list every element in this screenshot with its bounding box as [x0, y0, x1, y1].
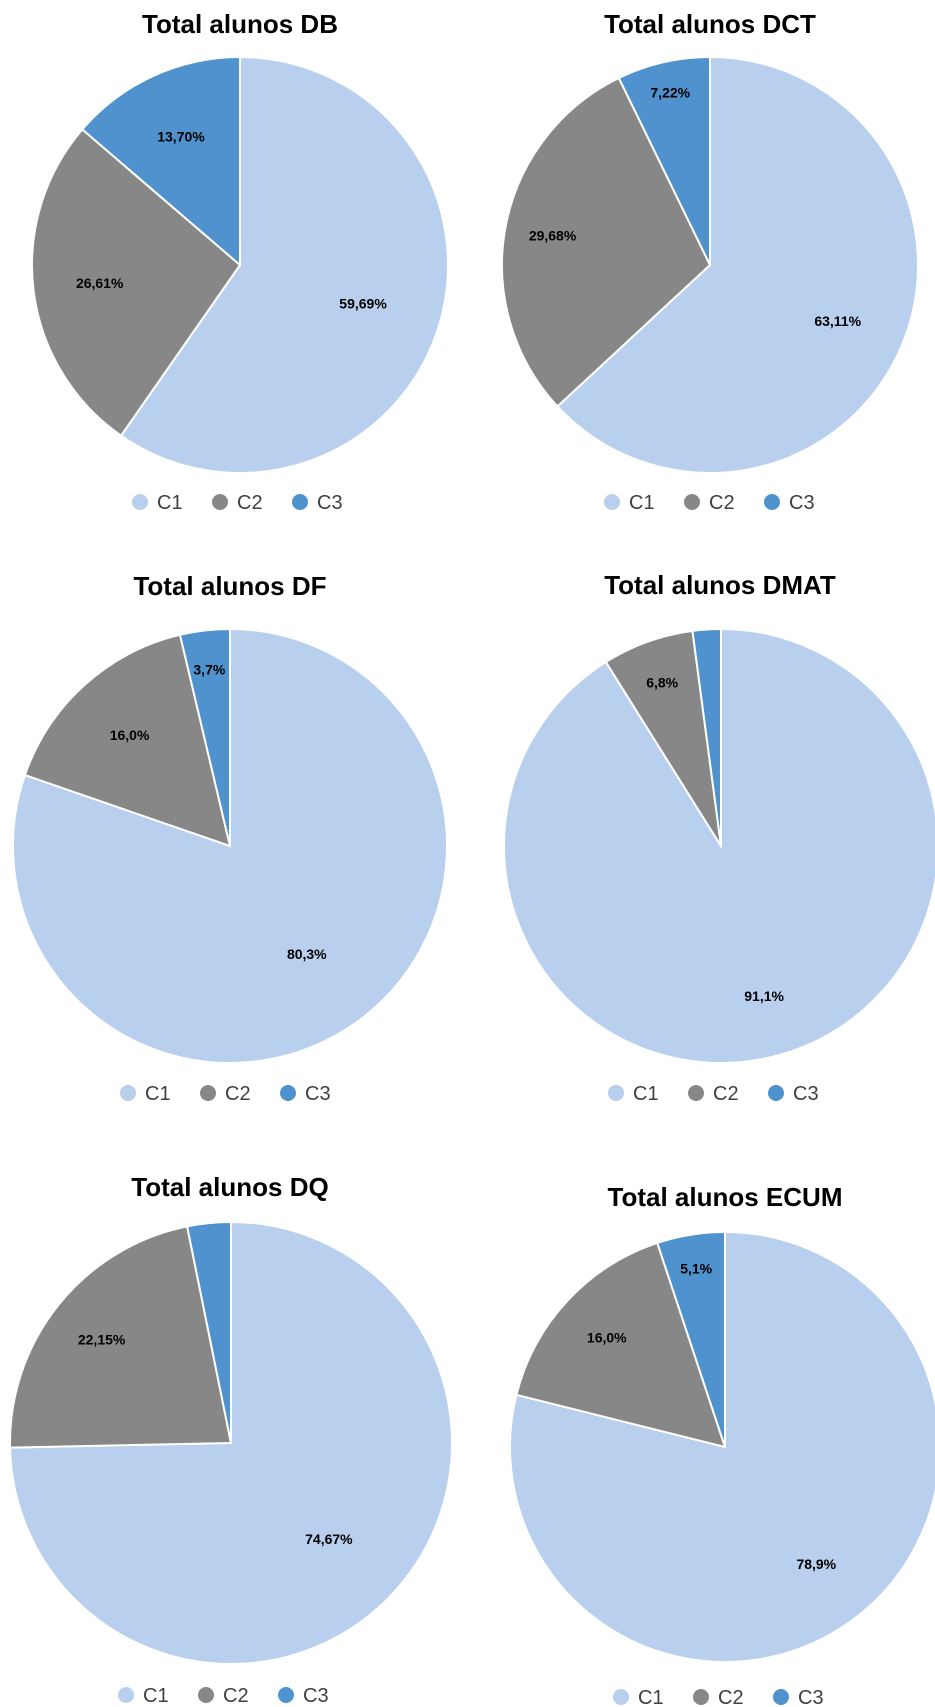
pie-slice-c3: [80, 55, 241, 268]
data-label-c2: 16,0%: [587, 1329, 627, 1345]
legend: C1 C2 C3: [613, 1687, 824, 1707]
legend-marker-c3: [764, 494, 780, 510]
data-label-c1: 78,9%: [796, 1556, 836, 1572]
chart-title: Total alunos DB: [142, 9, 338, 39]
legend-label-c3: C3: [305, 1083, 331, 1105]
legend-label-c1: C1: [629, 492, 655, 514]
legend-marker-c1: [613, 1689, 629, 1705]
pie-slice-c1: [119, 55, 449, 474]
pie-chart-dct: Total alunos DCT 63,11% 29,68% 7,22% C1 C2 C3: [501, 9, 919, 514]
legend-marker-c3: [280, 1085, 296, 1101]
legend: C1 C2 C3: [604, 492, 815, 514]
legend-marker-c3: [278, 1687, 294, 1703]
pie-panel-dmat: Total alunos DMAT 91,1% 6,8% C1 C2 C3: [465, 565, 935, 1115]
pie-panel-ecum: Total alunos ECUM 78,9% 16,0% 5,1% C1 C2 C3: [465, 1155, 935, 1707]
pie-slice-c3: [185, 1220, 232, 1444]
data-label-c1: 59,69%: [339, 296, 387, 312]
data-label-c3: 13,70%: [157, 128, 205, 144]
pie-panel-dct: Total alunos DCT 63,11% 29,68% 7,22% C1 C2 C3: [470, 0, 935, 530]
chart-title: Total alunos DF: [133, 571, 326, 601]
chart-title: Total alunos DQ: [131, 1172, 328, 1202]
pie-slice-c3: [656, 1230, 726, 1448]
pie-panel-df: Total alunos DF 80,3% 16,0% 3,7% C1 C2 C3: [0, 565, 465, 1115]
pie-slice-c3: [178, 627, 231, 847]
legend-label-c1: C1: [638, 1687, 664, 1707]
chart-title: Total alunos ECUM: [608, 1182, 843, 1212]
legend: C1 C2 C3: [118, 1685, 329, 1707]
legend-marker-c2: [198, 1687, 214, 1703]
legend-marker-c3: [768, 1085, 784, 1101]
legend-label-c1: C1: [157, 492, 183, 514]
legend-marker-c2: [688, 1085, 704, 1101]
legend-label-c2: C2: [237, 492, 263, 514]
data-label-c2: 22,15%: [78, 1331, 126, 1347]
data-label-c2: 29,68%: [529, 228, 577, 244]
pie-panel-dq: Total alunos DQ 74,67% 22,15% C1 C2 C3: [0, 1155, 465, 1707]
pie-slice-c3: [691, 627, 722, 847]
legend-marker-c2: [212, 494, 228, 510]
chart-title: Total alunos DCT: [604, 9, 816, 39]
legend-label-c1: C1: [633, 1083, 659, 1105]
legend-marker-c3: [773, 1689, 789, 1705]
legend: C1 C2 C3: [120, 1083, 331, 1105]
pie-slice-c1: [503, 627, 935, 1064]
legend-label-c3: C3: [303, 1685, 329, 1707]
data-label-c2: 16,0%: [110, 727, 150, 743]
legend-label-c2: C2: [225, 1083, 251, 1105]
legend-label-c2: C2: [709, 492, 735, 514]
pie-slice-c2: [9, 1225, 233, 1449]
legend-marker-c1: [608, 1085, 624, 1101]
pie-chart-df: Total alunos DF 80,3% 16,0% 3,7% C1 C2 C3: [12, 571, 448, 1105]
data-label-c3: 3,7%: [193, 661, 225, 677]
legend-label-c3: C3: [789, 492, 815, 514]
pie-chart-ecum: Total alunos ECUM 78,9% 16,0% 5,1% C1 C2 C3: [509, 1182, 935, 1707]
legend: C1 C2 C3: [608, 1083, 819, 1105]
legend-label-c3: C3: [798, 1687, 824, 1707]
legend-label-c2: C2: [718, 1687, 744, 1707]
legend-marker-c2: [684, 494, 700, 510]
legend-label-c1: C1: [145, 1083, 171, 1105]
data-label-c1: 80,3%: [287, 946, 327, 962]
pie-slice-c2: [31, 128, 242, 438]
data-label-c3: 7,22%: [650, 85, 690, 101]
legend-marker-c1: [132, 494, 148, 510]
legend-marker-c1: [118, 1687, 134, 1703]
pie-slice-c2: [515, 1241, 727, 1449]
legend-marker-c2: [693, 1689, 709, 1705]
legend: C1 C2 C3: [132, 492, 343, 514]
data-label-c3: 5,1%: [680, 1261, 712, 1277]
pie-slice-c1: [556, 55, 919, 474]
legend-label-c2: C2: [713, 1083, 739, 1105]
data-label-c1: 74,67%: [305, 1531, 353, 1547]
chart-title: Total alunos DMAT: [604, 570, 836, 600]
legend-label-c3: C3: [793, 1083, 819, 1105]
pie-chart-db: Total alunos DB 59,69% 26,61% 13,70% C1 C2 C3: [31, 9, 449, 514]
legend-marker-c2: [200, 1085, 216, 1101]
data-label-c2: 26,61%: [76, 275, 124, 291]
legend-marker-c1: [604, 494, 620, 510]
pie-slice-c2: [23, 633, 232, 848]
legend-marker-c1: [120, 1085, 136, 1101]
pie-panel-db: Total alunos DB 59,69% 26,61% 13,70% C1 C2 C3: [0, 0, 465, 530]
data-label-c2: 6,8%: [646, 675, 678, 691]
legend-label-c3: C3: [317, 492, 343, 514]
pie-chart-dmat: Total alunos DMAT 91,1% 6,8% C1 C2 C3: [503, 570, 935, 1105]
pie-slice-c3: [617, 55, 711, 266]
pie-chart-dq: Total alunos DQ 74,67% 22,15% C1 C2 C3: [9, 1172, 453, 1707]
data-label-c1: 63,11%: [814, 313, 861, 329]
legend-label-c1: C1: [143, 1685, 169, 1707]
legend-label-c2: C2: [223, 1685, 249, 1707]
legend-marker-c3: [292, 494, 308, 510]
data-label-c1: 91,1%: [744, 988, 784, 1004]
